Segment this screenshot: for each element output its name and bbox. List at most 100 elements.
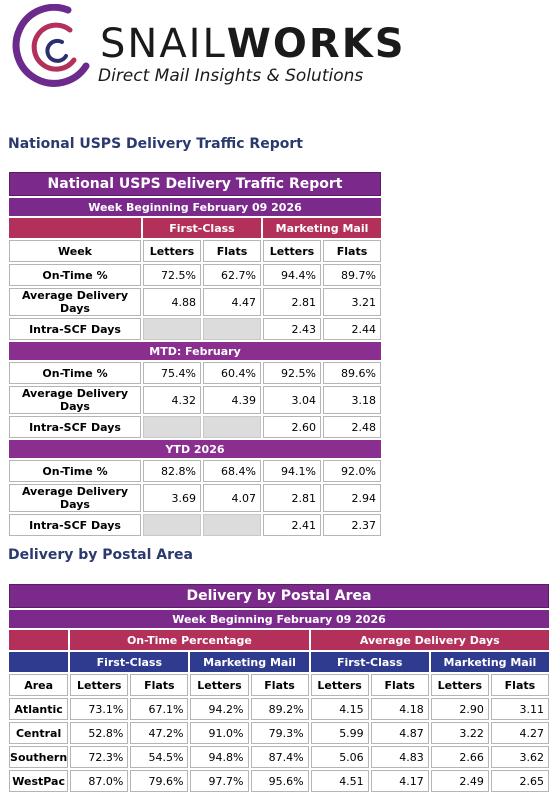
cell-value: 60.4% bbox=[203, 362, 261, 384]
cell-value: 87.4% bbox=[250, 746, 309, 768]
brand-name-light: SNAIL bbox=[100, 21, 227, 67]
group-blank bbox=[9, 630, 69, 650]
row-label: On-Time % bbox=[9, 264, 141, 286]
postal-week-label: Week Beginning February 09 2026 bbox=[9, 610, 549, 628]
cell-value: 54.5% bbox=[130, 746, 189, 768]
cell-value: 91.0% bbox=[190, 722, 249, 744]
cell-value: 3.21 bbox=[323, 288, 381, 316]
postal-table-title: Delivery by Postal Area bbox=[9, 584, 549, 608]
cell-value: 95.6% bbox=[250, 770, 309, 792]
column-header: Flats bbox=[370, 674, 429, 696]
column-header: Letters bbox=[310, 674, 369, 696]
cell-value: 89.2% bbox=[250, 698, 309, 720]
column-header: Area bbox=[9, 674, 69, 696]
category-blank bbox=[9, 218, 141, 238]
area-label: Central bbox=[9, 722, 69, 744]
column-header: Flats bbox=[130, 674, 189, 696]
snailworks-logo: SNAILWORKS Direct Mail Insights & Soluti… bbox=[0, 0, 557, 100]
table-row: Average Delivery Days 4.88 4.47 2.81 3.2… bbox=[9, 288, 381, 316]
cell-value: 89.7% bbox=[323, 264, 381, 286]
column-header: Flats bbox=[490, 674, 549, 696]
cell-value: 79.3% bbox=[250, 722, 309, 744]
ytd-section-label: YTD 2026 bbox=[9, 440, 381, 458]
cell-value: 68.4% bbox=[203, 460, 261, 482]
table-row: On-Time % 82.8% 68.4% 94.1% 92.0% bbox=[9, 460, 381, 482]
cell-value: 94.8% bbox=[190, 746, 249, 768]
row-label: Intra-SCF Days bbox=[9, 514, 141, 536]
cell-value: 94.2% bbox=[190, 698, 249, 720]
table-row: WestPac 87.0% 79.6% 97.7% 95.6% 4.51 4.1… bbox=[9, 770, 549, 792]
national-table-title: National USPS Delivery Traffic Report bbox=[9, 172, 381, 196]
cell-empty bbox=[203, 514, 261, 536]
cell-value: 79.6% bbox=[130, 770, 189, 792]
column-header: Week bbox=[9, 240, 141, 262]
cell-value: 2.94 bbox=[323, 484, 381, 512]
cell-value: 4.39 bbox=[203, 386, 261, 414]
cell-value: 75.4% bbox=[143, 362, 201, 384]
category-marketing-mail: Marketing Mail bbox=[263, 218, 381, 238]
brand-name: SNAILWORKS bbox=[100, 24, 406, 64]
national-traffic-table: National USPS Delivery Traffic Report We… bbox=[7, 170, 383, 538]
cell-value: 72.3% bbox=[70, 746, 129, 768]
cell-value: 4.15 bbox=[310, 698, 369, 720]
row-label: Intra-SCF Days bbox=[9, 318, 141, 340]
cell-value: 92.5% bbox=[263, 362, 321, 384]
row-label: Average Delivery Days bbox=[9, 386, 141, 414]
cell-value: 47.2% bbox=[130, 722, 189, 744]
group-average-delivery-days: Average Delivery Days bbox=[310, 630, 549, 650]
cell-value: 4.51 bbox=[310, 770, 369, 792]
cell-value: 3.69 bbox=[143, 484, 201, 512]
cell-value: 5.06 bbox=[310, 746, 369, 768]
cell-empty bbox=[143, 318, 201, 340]
cell-value: 5.99 bbox=[310, 722, 369, 744]
table-row: Average Delivery Days 3.69 4.07 2.81 2.9… bbox=[9, 484, 381, 512]
column-header: Flats bbox=[250, 674, 309, 696]
subgroup-first-class: First-Class bbox=[310, 652, 429, 672]
cell-value: 4.83 bbox=[370, 746, 429, 768]
cell-value: 3.11 bbox=[490, 698, 549, 720]
column-header: Letters bbox=[263, 240, 321, 262]
cell-value: 97.7% bbox=[190, 770, 249, 792]
cell-empty bbox=[203, 416, 261, 438]
cell-value: 2.43 bbox=[263, 318, 321, 340]
cell-value: 82.8% bbox=[143, 460, 201, 482]
table-row: Intra-SCF Days 2.43 2.44 bbox=[9, 318, 381, 340]
subgroup-first-class: First-Class bbox=[70, 652, 189, 672]
table-row: On-Time % 75.4% 60.4% 92.5% 89.6% bbox=[9, 362, 381, 384]
area-label: Southern bbox=[9, 746, 69, 768]
brand-tagline: Direct Mail Insights & Solutions bbox=[98, 66, 364, 86]
cell-value: 3.18 bbox=[323, 386, 381, 414]
cell-value: 72.5% bbox=[143, 264, 201, 286]
national-section-heading: National USPS Delivery Traffic Report bbox=[8, 136, 303, 152]
national-week-label: Week Beginning February 09 2026 bbox=[9, 198, 381, 216]
cell-value: 4.47 bbox=[203, 288, 261, 316]
brand-name-bold: WORKS bbox=[226, 21, 406, 67]
column-header: Letters bbox=[143, 240, 201, 262]
cell-value: 2.37 bbox=[323, 514, 381, 536]
row-label: Intra-SCF Days bbox=[9, 416, 141, 438]
cell-value: 87.0% bbox=[70, 770, 129, 792]
column-header: Flats bbox=[203, 240, 261, 262]
subgroup-marketing-mail: Marketing Mail bbox=[430, 652, 549, 672]
column-header: Flats bbox=[323, 240, 381, 262]
area-label: WestPac bbox=[9, 770, 69, 792]
column-header: Letters bbox=[430, 674, 489, 696]
column-header: Letters bbox=[70, 674, 129, 696]
table-row: Intra-SCF Days 2.41 2.37 bbox=[9, 514, 381, 536]
category-first-class: First-Class bbox=[143, 218, 261, 238]
subgroup-blank bbox=[9, 652, 69, 672]
postal-section-heading: Delivery by Postal Area bbox=[8, 547, 193, 563]
area-label: Atlantic bbox=[9, 698, 69, 720]
row-label: On-Time % bbox=[9, 362, 141, 384]
cell-value: 2.60 bbox=[263, 416, 321, 438]
cell-value: 73.1% bbox=[70, 698, 129, 720]
cell-value: 3.62 bbox=[490, 746, 549, 768]
cell-value: 4.07 bbox=[203, 484, 261, 512]
row-label: Average Delivery Days bbox=[9, 484, 141, 512]
postal-area-table: Delivery by Postal Area Week Beginning F… bbox=[7, 582, 551, 794]
cell-value: 52.8% bbox=[70, 722, 129, 744]
table-row: Intra-SCF Days 2.60 2.48 bbox=[9, 416, 381, 438]
snail-arc-logo-icon bbox=[12, 4, 90, 87]
cell-empty bbox=[203, 318, 261, 340]
cell-value: 94.1% bbox=[263, 460, 321, 482]
